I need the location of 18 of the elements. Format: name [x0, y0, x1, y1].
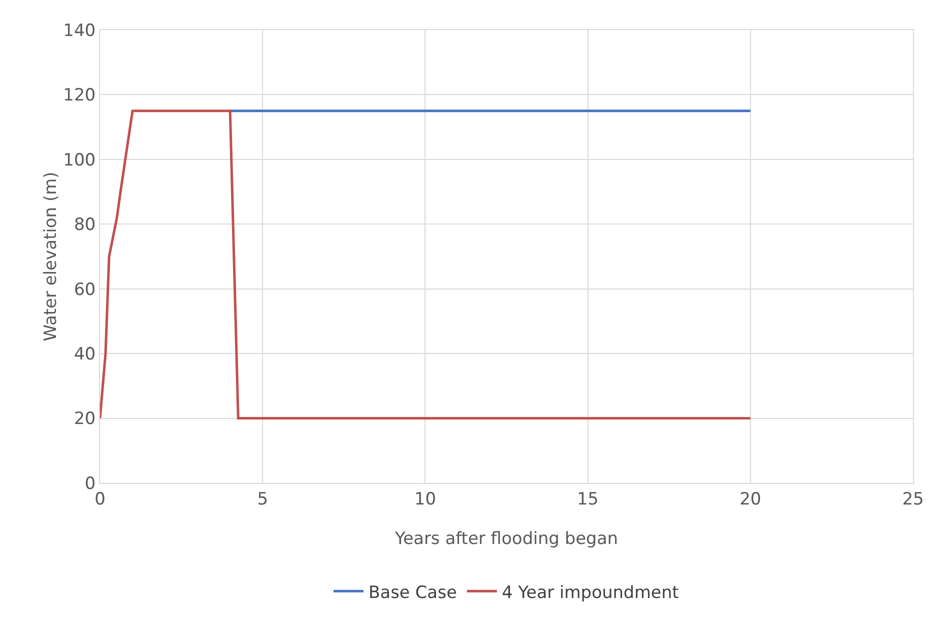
x-tick-label: 20 [740, 489, 762, 510]
y-axis-title: Water elevation (m) [41, 172, 61, 342]
y-tick-label: 40 [74, 344, 96, 365]
y-tick-label: 0 [84, 474, 96, 494]
y-tick-label: 60 [74, 280, 96, 300]
y-tick-label: 140 [63, 20, 96, 41]
x-tick-label: 5 [257, 489, 268, 510]
y-tick-label: 80 [74, 215, 96, 236]
line-series [100, 110, 752, 420]
legend-label: Base Case [368, 582, 457, 603]
legend-label: 4 Year impoundment [502, 582, 680, 603]
x-tick-label: 25 [902, 489, 924, 510]
y-tick-label: 100 [63, 150, 96, 170]
x-axis-title: Years after flooding began [394, 529, 618, 549]
y-tick-label: 120 [63, 86, 96, 106]
x-tick-label: 15 [576, 489, 599, 510]
x-tick-label: 10 [414, 489, 436, 510]
y-tick-label: 20 [74, 409, 96, 430]
